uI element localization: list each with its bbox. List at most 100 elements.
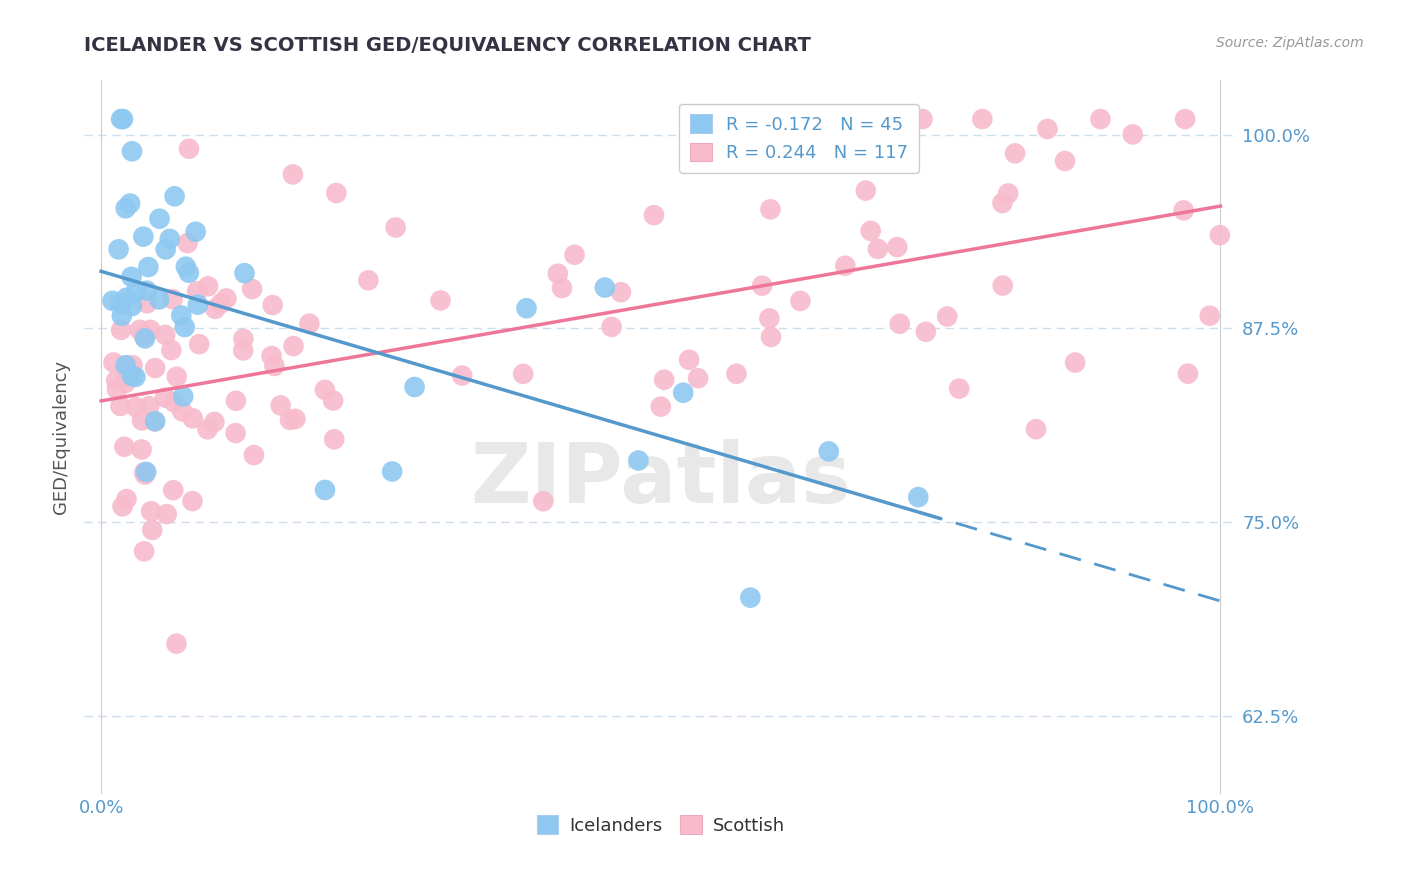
Point	[284, 412, 307, 426]
Point	[121, 358, 143, 372]
Point	[114, 376, 136, 390]
Point	[120, 196, 142, 211]
Point	[174, 260, 197, 274]
Point	[1122, 128, 1144, 142]
Point	[652, 373, 675, 387]
Point	[911, 112, 934, 126]
Point	[233, 266, 256, 280]
Point	[132, 229, 155, 244]
Point	[197, 422, 219, 436]
Point	[672, 385, 695, 400]
Point	[1064, 355, 1087, 369]
Point	[593, 280, 616, 294]
Point	[243, 448, 266, 462]
Point	[153, 391, 176, 405]
Point	[650, 400, 672, 414]
Point	[384, 220, 406, 235]
Point	[110, 399, 132, 413]
Point	[740, 591, 762, 605]
Point	[121, 299, 143, 313]
Point	[886, 240, 908, 254]
Point	[789, 293, 811, 308]
Point	[759, 330, 782, 344]
Text: ZIPatlas: ZIPatlas	[471, 440, 851, 520]
Point	[125, 285, 148, 299]
Point	[187, 298, 209, 312]
Point	[134, 465, 156, 479]
Point	[1036, 122, 1059, 136]
Point	[131, 413, 153, 427]
Point	[834, 259, 856, 273]
Point	[115, 359, 138, 373]
Point	[531, 494, 554, 508]
Point	[515, 301, 537, 316]
Point	[678, 352, 700, 367]
Point	[991, 196, 1014, 211]
Point	[204, 301, 226, 316]
Point	[866, 242, 889, 256]
Point	[181, 494, 204, 508]
Point	[112, 440, 135, 454]
Point	[136, 296, 159, 310]
Point	[817, 444, 839, 458]
Point	[170, 309, 193, 323]
Point	[270, 398, 292, 412]
Point	[948, 382, 970, 396]
Point	[148, 211, 170, 226]
Point	[165, 637, 187, 651]
Point	[381, 465, 404, 479]
Point	[134, 467, 156, 482]
Point	[404, 380, 426, 394]
Point	[278, 413, 301, 427]
Point	[173, 320, 195, 334]
Point	[111, 500, 134, 514]
Point	[232, 343, 254, 358]
Point	[177, 142, 200, 156]
Point	[1177, 367, 1199, 381]
Point	[225, 393, 247, 408]
Point	[155, 243, 177, 257]
Point	[111, 309, 134, 323]
Point	[991, 278, 1014, 293]
Point	[163, 395, 186, 409]
Point	[283, 339, 305, 353]
Point	[172, 404, 194, 418]
Point	[1173, 203, 1195, 218]
Point	[105, 382, 128, 396]
Point	[972, 112, 994, 126]
Point	[143, 415, 166, 429]
Point	[512, 367, 534, 381]
Point	[725, 367, 748, 381]
Point	[1209, 228, 1232, 243]
Point	[176, 236, 198, 251]
Point	[600, 319, 623, 334]
Point	[115, 368, 138, 383]
Point	[135, 465, 157, 479]
Y-axis label: GED/Equivalency: GED/Equivalency	[52, 360, 70, 514]
Point	[110, 112, 132, 126]
Point	[115, 291, 138, 305]
Point	[159, 232, 181, 246]
Point	[1053, 154, 1076, 169]
Point	[135, 284, 157, 298]
Point	[134, 331, 156, 345]
Point	[202, 415, 225, 429]
Point	[936, 310, 959, 324]
Point	[114, 358, 136, 372]
Point	[143, 414, 166, 428]
Point	[907, 490, 929, 504]
Point	[103, 355, 125, 369]
Point	[172, 389, 194, 403]
Point	[141, 504, 163, 518]
Point	[121, 369, 143, 384]
Point	[260, 349, 283, 363]
Point	[181, 411, 204, 425]
Point	[114, 201, 136, 215]
Point	[128, 323, 150, 337]
Point	[855, 184, 877, 198]
Point	[643, 208, 665, 222]
Point	[138, 399, 160, 413]
Point	[156, 507, 179, 521]
Point	[314, 483, 336, 497]
Point	[138, 260, 160, 274]
